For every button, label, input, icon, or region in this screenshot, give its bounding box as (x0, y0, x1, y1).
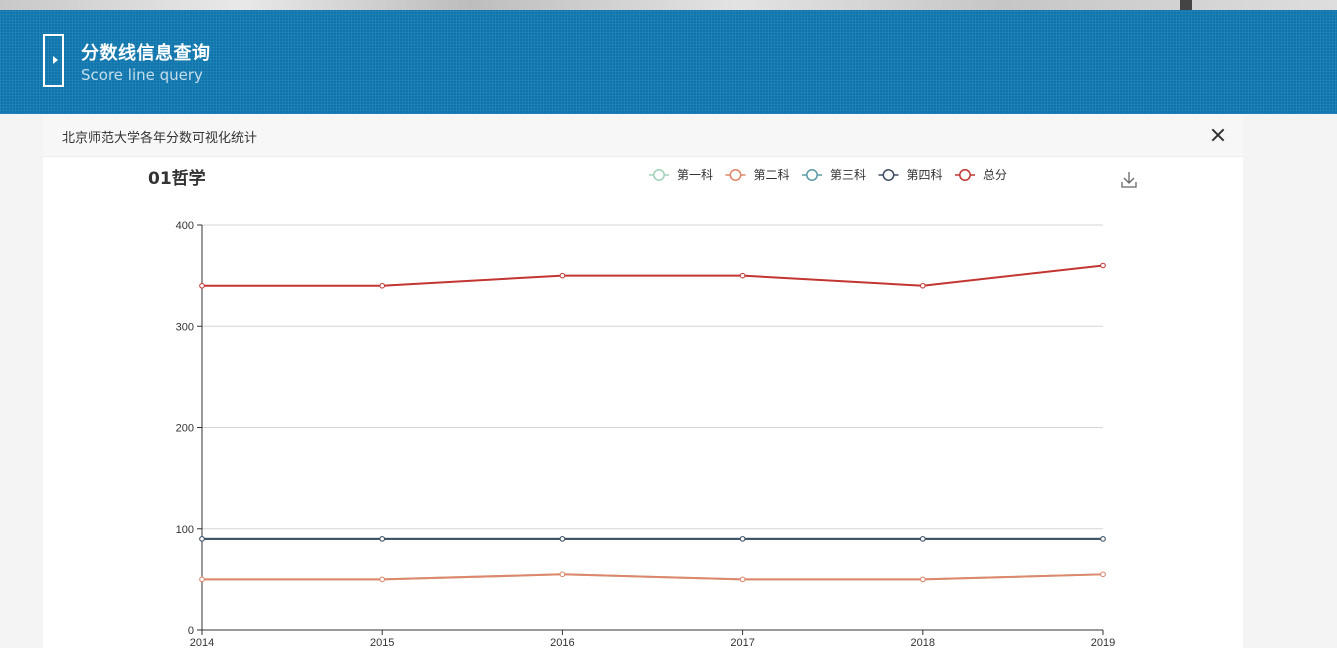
legend-marker (959, 169, 971, 181)
legend-item[interactable]: 第二科 (725, 168, 790, 182)
legend-item[interactable]: 第三科 (802, 168, 866, 182)
series-line (202, 573, 1104, 581)
y-tick-label: 100 (176, 524, 194, 536)
background-decoration (1180, 0, 1192, 10)
chart-dialog: 北京师范大学各年分数可视化统计 01哲学 第一科 第二科 第三科 第四科 总分 0 100… (43, 114, 1243, 648)
data-point (559, 536, 566, 542)
legend-label: 第三科 (830, 168, 866, 182)
legend-marker (806, 169, 818, 181)
data-point (739, 272, 746, 279)
legend-label: 第一科 (677, 168, 713, 182)
chart-grid (202, 224, 1103, 530)
series-line (202, 264, 1104, 287)
chart-axes: 0 100 200 300 400 2014 2015 2016 2017 2018 2019 (176, 220, 1116, 648)
data-point (559, 571, 566, 578)
data-point (379, 576, 386, 583)
data-point (559, 272, 566, 279)
chart-series (199, 262, 1106, 583)
data-point (199, 536, 205, 542)
x-tick-label: 2015 (370, 637, 394, 648)
legend-item[interactable]: 第一科 (649, 168, 713, 182)
data-point (1100, 262, 1106, 269)
x-tick-label: 2018 (911, 637, 935, 648)
legend-marker (653, 169, 665, 181)
x-tick-label: 2019 (1091, 637, 1115, 648)
download-icon[interactable] (1121, 172, 1137, 188)
page-title: 分数线信息查询 (81, 43, 211, 64)
legend-item[interactable]: 第四科 (878, 168, 943, 182)
y-tick-label: 0 (188, 625, 194, 637)
data-point (1100, 571, 1106, 578)
legend-label: 第二科 (754, 168, 790, 182)
x-tick-label: 2017 (730, 637, 754, 648)
data-point (920, 282, 926, 289)
x-tick-label: 2016 (550, 637, 574, 648)
x-tick-label: 2014 (190, 637, 214, 648)
header-background-image (0, 0, 1337, 10)
data-point (920, 576, 926, 583)
chart-title: 01哲学 (148, 168, 206, 189)
dialog-header: 北京师范大学各年分数可视化统计 (43, 114, 1243, 157)
data-point (739, 536, 746, 542)
y-tick-label: 400 (176, 220, 194, 232)
data-point (199, 282, 205, 289)
legend-item[interactable]: 总分 (955, 168, 1007, 182)
page-subtitle: Score line query (81, 66, 203, 84)
legend-label: 总分 (983, 168, 1007, 182)
data-point (379, 536, 386, 542)
data-point (1100, 536, 1106, 542)
y-tick-label: 300 (176, 321, 194, 333)
y-tick-label: 200 (176, 423, 194, 435)
play-icon (43, 34, 64, 87)
dialog-title: 北京师范大学各年分数可视化统计 (62, 131, 258, 146)
line-chart: 01哲学 第一科 第二科 第三科 第四科 总分 0 100 200 300 400 2014 201… (148, 168, 1137, 648)
page-banner: 分数线信息查询 Score line query (0, 10, 1337, 114)
chart-legend: 第一科 第二科 第三科 第四科 总分 (649, 168, 1007, 182)
data-point (739, 576, 746, 583)
legend-marker (729, 169, 742, 181)
data-point (199, 576, 205, 583)
data-point (920, 536, 926, 542)
legend-marker (882, 169, 895, 181)
legend-label: 第四科 (907, 168, 943, 182)
data-point (379, 282, 386, 289)
